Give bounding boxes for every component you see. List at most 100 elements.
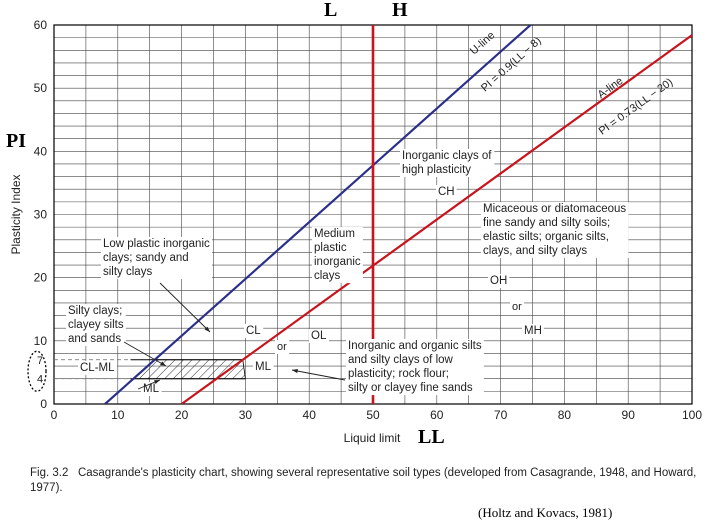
label-mh-line: MH [524,325,542,337]
caption-text: Casagrande's plasticity chart, showing s… [30,467,697,494]
x-tick-label: 90 [622,408,636,422]
label-ol: OL [311,330,327,342]
y-tick-label: 60 [34,18,48,32]
label-ml-low-line: ML [143,383,160,395]
pi-header: PI [6,130,26,152]
label-medium-plastic-bg [312,227,363,284]
figure-caption: Fig. 3.2 Casagrande's plasticity chart, … [30,466,700,496]
label-medium-plastic-line: clays [314,270,340,282]
arrow-inorganic-organic-head [292,369,298,374]
label-mh: MH [524,325,542,337]
x-axis-label: Liquid limit [344,431,401,445]
label-inorganic-high-line: Inorganic clays of [402,150,492,162]
label-clml-bg [78,361,118,375]
label-clml: CL-ML [80,362,115,374]
label-silty-clays: Silty clays; clayey silts and sands [68,305,124,345]
x-tick-label: 60 [430,408,444,422]
label-silty-clays-line: clayey silts [68,319,124,331]
label-ml-low: ML [143,383,160,395]
label-ol-line: OL [311,330,327,342]
y-tick-label: 0 [40,397,47,411]
label-oh-bg [488,274,510,288]
label-ch-line: CH [438,186,455,198]
arrow-low-plastic [159,282,211,333]
label-inorganic-high-line: high plasticity [402,164,471,176]
label-micaceous-line: Micaceous or diatomaceous [483,203,626,215]
caption-fig-number: Fig. 3.2 [30,467,69,479]
x-tick-label: 0 [51,408,58,422]
label-cl: CL [246,325,261,337]
y-tick-label: 10 [34,334,48,348]
y-tick-label: 20 [34,271,48,285]
label-micaceous-line: clays, and silty clays [483,245,587,257]
label-micaceous-line: elastic silts; organic silts, [483,231,609,243]
x-tick-label: 30 [239,408,253,422]
marker-value-4: 4 [37,374,43,386]
label-inorganic-organic-line: and silty clays of low [348,354,454,366]
label-medium-plastic-line: Medium [314,228,355,240]
label-or-cl-ml: or [277,341,287,353]
label-ml-mid-line: ML [255,361,272,373]
pi-range-marker [27,350,47,392]
u-line-label: U-line [468,29,497,57]
ll-header: LL [418,426,445,448]
label-inorganic-organic-bg [346,339,484,396]
label-ml-mid-bg [253,360,274,374]
label-or-oh-mh-bg [510,300,525,314]
label-inorganic-organic: Inorganic and organic silts and silty cla… [348,340,482,394]
label-ol-bg [309,329,329,343]
high-plasticity-header: H [392,0,408,21]
label-inorganic-high: Inorganic clays of high plasticity [402,150,492,176]
label-micaceous-line: fine sandy and silty soils; [483,217,610,229]
label-or-oh-mh: or [512,301,522,313]
label-low-plastic-bg [101,237,213,280]
label-cl-bg [244,324,264,338]
y-tick-label: 30 [34,208,48,222]
arrow-silty-clays-head [160,361,166,366]
x-tick-label: 100 [682,408,702,422]
label-ch: CH [438,186,455,198]
y-tick-label: 50 [34,81,48,95]
arrow-silty-clays [123,341,167,367]
label-inorganic-organic-line: plasticity; rock flour; [348,368,449,380]
arrow-ml-low-head [154,380,160,385]
label-ch-bg [436,185,457,199]
low-plasticity-header: L [324,0,338,21]
x-tick-label: 10 [111,408,125,422]
label-or-cl-ml-line: or [277,341,287,353]
x-tick-label: 20 [175,408,189,422]
label-silty-clays-line: Silty clays; [68,305,122,317]
label-oh-line: OH [490,275,507,287]
x-tick-label: 80 [558,408,572,422]
label-clml-line: CL-ML [80,362,115,374]
a-line [180,34,692,404]
arrow-low-plastic-head [204,326,210,332]
x-tick-label: 50 [366,408,380,422]
label-inorganic-organic-line: silty or clayey fine sands [348,382,473,394]
label-or-cl-ml-bg [275,340,290,354]
label-mh-bg [522,324,544,338]
y-axis-label: Plasticity Index [9,174,23,254]
y-tick-label: 40 [34,144,48,158]
label-low-plastic: Low plastic inorganic clays; sandy and sil… [103,238,210,278]
label-silty-clays-bg [66,304,126,347]
label-inorganic-organic-line: Inorganic and organic silts [348,340,482,352]
label-medium-plastic: Medium plastic inorganic clays [314,228,361,282]
arrow-inorganic-organic [291,369,346,381]
label-medium-plastic-line: inorganic [314,256,361,268]
x-tick-label: 40 [303,408,317,422]
x-tick-label: 70 [494,408,508,422]
label-inorganic-high-bg [400,149,495,178]
label-low-plastic-line: Low plastic inorganic [103,238,210,250]
u-line [104,25,533,404]
label-micaceous: Micaceous or diatomaceous fine sandy and … [483,203,626,257]
label-cl-line: CL [246,325,261,337]
label-low-plastic-line: clays; sandy and [103,252,189,264]
source-citation: (Holtz and Kovacs, 1981) [478,505,613,520]
label-ml-mid: ML [255,361,272,373]
marker-value-7: 7 [37,355,43,367]
label-silty-clays-line: and sands [68,333,121,345]
label-micaceous-bg [481,202,629,259]
label-oh: OH [490,275,507,287]
